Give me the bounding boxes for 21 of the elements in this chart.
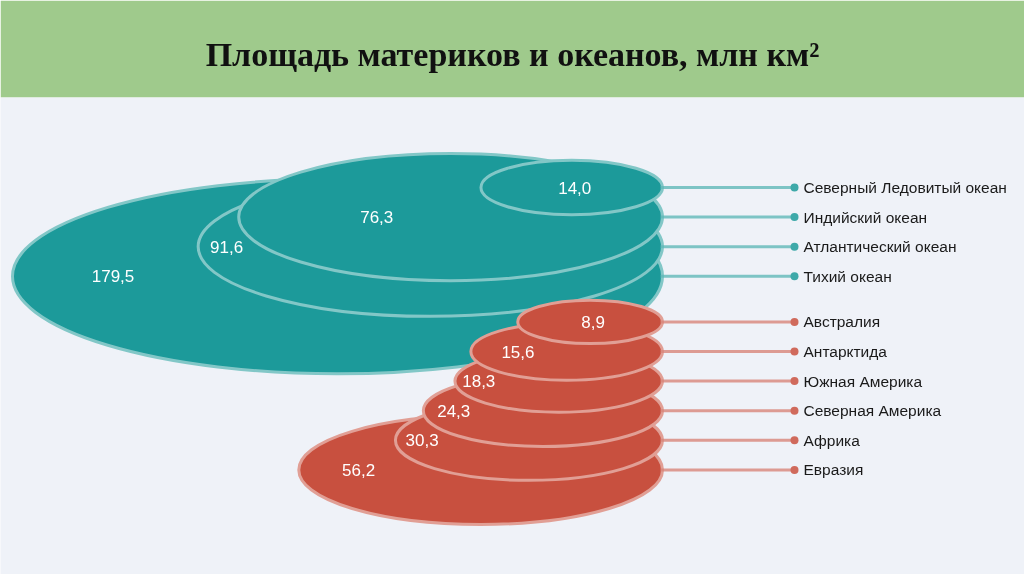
data-label: 18,3 [462,372,496,392]
category-label: Северный Ледовитый океан [803,179,1007,196]
category-label: Северная Америка [803,402,942,420]
data-label: 76,3 [360,208,394,228]
data-label: 15,6 [501,342,535,362]
category-label: Тихий океан [803,267,892,285]
category-label: Атлантический океан [803,238,957,256]
text: Площадь материков и океанов, млн км² [205,35,820,73]
data-label: 8,9 [581,312,605,332]
category-label: Австралия [803,313,881,331]
data-label: 30,3 [405,431,439,451]
data-label: 91,6 [210,237,244,257]
category-label: Южная Америка [803,372,923,390]
category-label: Африка [803,431,861,449]
data-label: 56,2 [342,460,376,480]
category-label: Индийский океан [803,208,928,226]
data-label: 14,0 [558,178,592,198]
data-label: 24,3 [437,401,471,421]
data-label: 179,5 [91,267,135,287]
category-label: Антарктида [803,343,888,360]
category-label: Евразия [803,461,864,479]
